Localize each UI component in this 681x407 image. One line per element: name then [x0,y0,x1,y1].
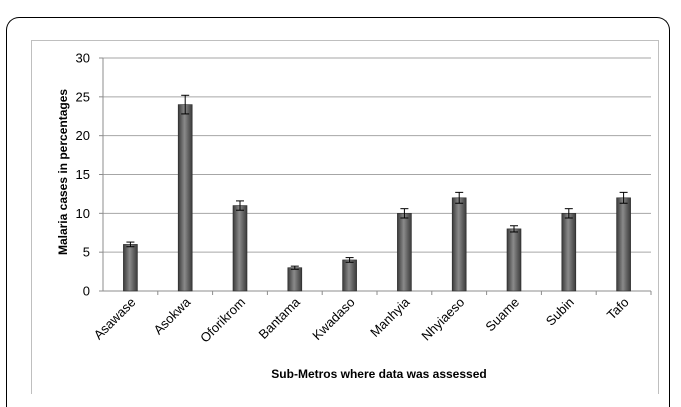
bar [506,228,522,292]
y-tick-label: 15 [76,167,90,182]
error-bars [126,94,628,270]
x-tick-label: Suame [482,295,522,335]
bar [123,244,138,292]
y-tick-label: 5 [83,245,90,260]
y-tick-label: 25 [76,89,90,104]
bar [397,213,412,292]
bar [342,259,357,292]
y-tick-labels: 0 5 10 15 20 25 30 [76,51,90,299]
x-tick-label: Kwadaso [309,295,357,343]
x-tick-label: Oforikrom [197,295,248,346]
malaria-bar-chart: 0 5 10 15 20 25 30 Asawase Asokwa Oforikrom Banta… [56,51,652,381]
axes [99,57,652,295]
x-tick-label: Asawase [91,295,139,343]
bar [561,213,577,292]
y-axis-title: Malaria cases in percentages [56,89,70,255]
x-tick-label: Tafo [604,295,632,323]
y-tick-label: 0 [83,284,90,299]
plot-area-frame [31,40,659,394]
x-axis-title: Sub-Metros where data was assessed [271,367,486,381]
y-tick-label: 10 [76,206,90,221]
bar [177,104,193,292]
x-tick-label: Subin [543,295,577,329]
x-tick-labels: Asawase Asokwa Oforikrom Bantama Kwadaso Manh… [91,294,632,345]
y-tick-label: 20 [76,128,90,143]
x-tick-label: Manhyia [367,294,413,340]
bar [232,205,248,292]
x-tick-label: Asokwa [151,294,194,337]
x-tick-label: Bantama [256,294,304,342]
x-tick-label: Nhyiaeso [418,295,467,344]
bar [616,197,631,292]
gridlines [103,57,651,253]
bars [123,104,631,292]
bar [451,197,467,292]
chart-frame [6,17,670,407]
y-tick-label: 30 [76,51,90,66]
bar [287,267,303,292]
